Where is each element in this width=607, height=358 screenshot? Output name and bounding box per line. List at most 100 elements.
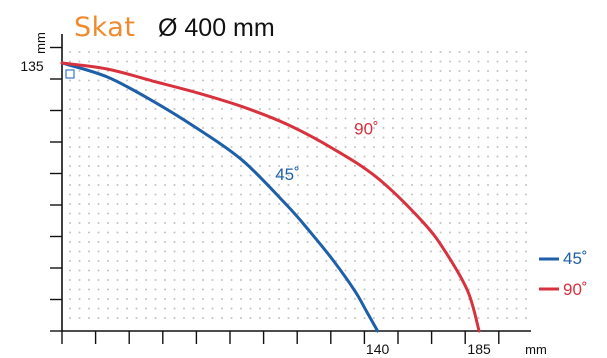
grid-dot bbox=[477, 145, 480, 149]
grid-dot bbox=[125, 221, 129, 225]
grid-dot bbox=[363, 145, 366, 149]
grid-dot bbox=[315, 288, 319, 291]
grid-dot bbox=[97, 278, 100, 282]
grid-dot bbox=[211, 221, 214, 225]
grid-dot bbox=[97, 183, 100, 187]
grid-dot bbox=[477, 250, 480, 253]
grid-dot bbox=[420, 212, 423, 215]
grid-dot bbox=[249, 155, 252, 158]
grid-dot bbox=[87, 297, 91, 301]
grid-dot bbox=[448, 174, 452, 177]
grid-dot bbox=[524, 136, 528, 139]
grid-dot bbox=[68, 50, 72, 54]
grid-dot bbox=[135, 117, 138, 120]
grid-dot bbox=[496, 126, 499, 130]
grid-dot bbox=[277, 136, 281, 139]
grid-dot bbox=[211, 183, 214, 187]
grid-dot bbox=[173, 316, 176, 320]
grid-dot bbox=[334, 69, 338, 73]
grid-dot bbox=[467, 164, 471, 168]
grid-dot bbox=[201, 297, 205, 301]
grid-dot bbox=[439, 259, 442, 263]
grid-dot bbox=[391, 231, 395, 234]
grid-dot bbox=[239, 79, 243, 82]
grid-dot bbox=[477, 60, 480, 63]
grid-dot bbox=[515, 202, 518, 206]
grid-dot bbox=[201, 155, 205, 158]
grid-dot bbox=[116, 164, 119, 168]
grid-dot bbox=[458, 259, 461, 263]
grid-dot bbox=[334, 145, 338, 149]
grid-dot bbox=[154, 174, 157, 177]
grid-dot bbox=[268, 193, 271, 196]
grid-dot bbox=[382, 250, 385, 253]
grid-dot bbox=[154, 250, 157, 253]
grid-dot bbox=[125, 174, 129, 177]
grid-dot bbox=[154, 316, 157, 320]
grid-dot bbox=[363, 155, 366, 158]
grid-dot bbox=[106, 259, 110, 263]
grid-dot bbox=[116, 307, 119, 310]
grid-dot bbox=[420, 50, 423, 54]
grid-dot bbox=[372, 155, 376, 158]
grid-dot bbox=[135, 107, 138, 111]
grid-dot bbox=[296, 69, 300, 73]
grid-dot bbox=[154, 88, 157, 92]
grid-dot bbox=[391, 202, 395, 206]
grid-dot bbox=[296, 117, 300, 120]
grid-dot bbox=[68, 250, 72, 253]
grid-dot bbox=[353, 307, 357, 310]
grid-dot bbox=[220, 88, 224, 92]
grid-dot bbox=[334, 183, 338, 187]
grid-dot bbox=[306, 221, 309, 225]
grid-dot bbox=[467, 212, 471, 215]
grid-dot bbox=[106, 155, 110, 158]
grid-dot bbox=[116, 183, 119, 187]
grid-dot bbox=[505, 69, 509, 73]
grid-dot bbox=[68, 307, 72, 310]
grid-dot bbox=[505, 145, 509, 149]
grid-dot bbox=[372, 297, 376, 301]
grid-dot bbox=[372, 126, 376, 130]
grid-dot bbox=[363, 231, 366, 234]
grid-dot bbox=[78, 88, 81, 92]
grid-dot bbox=[268, 240, 271, 244]
grid-dot bbox=[363, 69, 366, 73]
grid-dot bbox=[382, 107, 385, 111]
grid-dot bbox=[192, 79, 195, 82]
grid-dot bbox=[524, 174, 528, 177]
grid-dot bbox=[116, 288, 119, 291]
grid-dot bbox=[496, 278, 499, 282]
grid-dot bbox=[524, 212, 528, 215]
grid-dot bbox=[477, 50, 480, 54]
grid-dot bbox=[410, 155, 414, 158]
grid-dot bbox=[353, 174, 357, 177]
grid-dot bbox=[515, 107, 518, 111]
grid-dot bbox=[410, 259, 414, 263]
grid-dot bbox=[420, 307, 423, 310]
grid-dot bbox=[78, 79, 81, 82]
grid-dot bbox=[125, 297, 129, 301]
grid-dot bbox=[106, 193, 110, 196]
grid-dot bbox=[353, 155, 357, 158]
grid-dot bbox=[325, 79, 328, 82]
grid-dot bbox=[87, 174, 91, 177]
grid-dot bbox=[325, 50, 328, 54]
grid-dot bbox=[325, 88, 328, 92]
grid-dot bbox=[458, 126, 461, 130]
grid-dot bbox=[410, 202, 414, 206]
grid-dot bbox=[515, 288, 518, 291]
grid-dot bbox=[239, 50, 243, 54]
grid-dot bbox=[458, 240, 461, 244]
grid-dot bbox=[372, 269, 376, 272]
grid-dot bbox=[477, 136, 480, 139]
grid-dot bbox=[372, 221, 376, 225]
grid-dot bbox=[154, 155, 157, 158]
series-label-90: 90˚ bbox=[354, 120, 379, 139]
grid-dot bbox=[87, 126, 91, 130]
grid-dot bbox=[87, 50, 91, 54]
grid-dot bbox=[429, 183, 433, 187]
grid-dot bbox=[334, 88, 338, 92]
grid-dot bbox=[496, 316, 499, 320]
grid-dot bbox=[448, 79, 452, 82]
